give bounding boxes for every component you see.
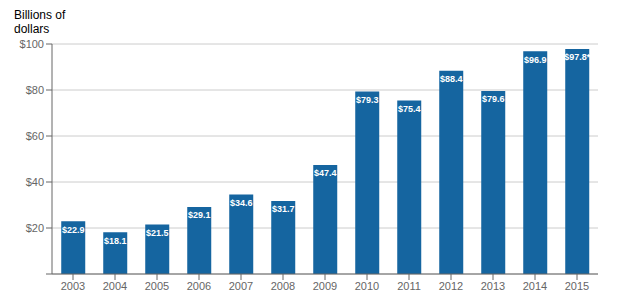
html-text:Billions of: Billions of xyxy=(14,8,66,22)
svg-text:2011: 2011 xyxy=(397,280,421,292)
svg-text:$21.5: $21.5 xyxy=(146,228,169,238)
svg-text:$96.9: $96.9 xyxy=(524,55,547,65)
svg-text:$18.1: $18.1 xyxy=(104,236,127,246)
svg-text:$79.3: $79.3 xyxy=(356,95,379,105)
svg-text:2009: 2009 xyxy=(313,280,337,292)
svg-text:$79.6: $79.6 xyxy=(482,94,505,104)
html-text:dollars: dollars xyxy=(14,22,50,36)
svg-text:$40: $40 xyxy=(26,176,44,188)
svg-text:2005: 2005 xyxy=(145,280,169,292)
svg-text:2006: 2006 xyxy=(187,280,211,292)
svg-text:$60: $60 xyxy=(26,130,44,142)
svg-text:$47.4: $47.4 xyxy=(314,168,337,178)
svg-text:$97.8*: $97.8* xyxy=(564,52,591,62)
svg-text:2003: 2003 xyxy=(61,280,85,292)
svg-text:$100: $100 xyxy=(20,38,44,50)
svg-text:2014: 2014 xyxy=(523,280,547,292)
svg-text:2008: 2008 xyxy=(271,280,295,292)
svg-text:2012: 2012 xyxy=(439,280,463,292)
svg-text:$20: $20 xyxy=(26,222,44,234)
svg-text:$29.1: $29.1 xyxy=(188,210,211,220)
svg-text:2013: 2013 xyxy=(481,280,505,292)
svg-text:$31.7: $31.7 xyxy=(272,204,295,214)
svg-text:$88.4: $88.4 xyxy=(440,74,463,84)
svg-text:$75.4: $75.4 xyxy=(398,104,421,114)
svg-text:$34.6: $34.6 xyxy=(230,198,253,208)
svg-text:$22.9: $22.9 xyxy=(62,225,85,235)
svg-text:2010: 2010 xyxy=(355,280,379,292)
svg-text:2004: 2004 xyxy=(103,280,127,292)
svg-text:2007: 2007 xyxy=(229,280,253,292)
svg-text:2015: 2015 xyxy=(565,280,589,292)
svg-text:$80: $80 xyxy=(26,84,44,96)
